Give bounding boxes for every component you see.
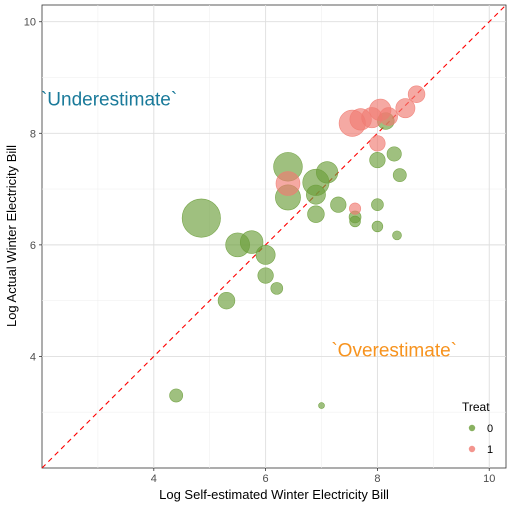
y-tick-label: 6 (30, 240, 36, 252)
data-point-treat-0 (349, 215, 361, 228)
y-tick-label: 8 (30, 128, 36, 140)
x-axis-ticks: 4 6 8 10 (151, 468, 495, 485)
data-point-treat-0 (318, 402, 325, 409)
data-point-treat-0 (371, 220, 384, 233)
legend-title: Treat (462, 400, 490, 414)
data-point-treat-1 (275, 171, 301, 196)
legend-label-0: 0 (487, 423, 493, 435)
legend-label-1: 1 (487, 444, 493, 456)
data-point-treat-0 (307, 205, 325, 223)
x-axis-title: Log Self-estimated Winter Electricity Bi… (159, 487, 389, 502)
data-point-treat-1 (395, 98, 416, 119)
y-axis-ticks: 4 6 8 10 (24, 17, 42, 363)
legend-swatch-1 (468, 445, 476, 453)
y-tick-label: 10 (24, 17, 36, 29)
data-point-treat-0 (371, 198, 384, 212)
data-point-treat-0 (239, 230, 264, 254)
reference-line-y-equals-x (41, 4, 507, 469)
x-tick-label: 8 (374, 473, 380, 485)
annotation-underestimate: `Underestimate` (41, 89, 177, 110)
data-point-treat-0 (257, 267, 274, 284)
data-point-treat-0 (255, 245, 276, 265)
y-tick-label: 4 (30, 351, 36, 363)
data-point-treat-1 (349, 202, 362, 215)
data-point-treat-0 (169, 388, 184, 403)
x-tick-label: 10 (483, 473, 495, 485)
data-point-treat-1 (369, 135, 386, 152)
data-point-treat-0 (181, 198, 221, 238)
data-points (169, 85, 426, 409)
y-axis-title: Log Actual Winter Electricity Bill (4, 145, 19, 327)
x-tick-label: 6 (263, 473, 269, 485)
major-gridlines (42, 5, 506, 468)
data-point-treat-0 (316, 161, 339, 184)
data-point-treat-0 (392, 230, 402, 241)
annotation-overestimate: `Overestimate` (331, 340, 457, 361)
data-point-treat-0 (392, 168, 407, 183)
data-point-treat-0 (386, 146, 402, 162)
data-point-treat-0 (330, 196, 347, 213)
data-point-treat-1 (361, 107, 383, 129)
data-point-treat-1 (379, 107, 398, 126)
data-point-treat-1 (407, 85, 426, 103)
legend-swatch-0 (468, 424, 476, 432)
data-point-treat-0 (306, 184, 326, 205)
legend: Treat 0 1 (462, 400, 493, 456)
data-point-treat-0 (369, 151, 386, 169)
x-tick-label: 4 (151, 473, 157, 485)
data-point-treat-0 (270, 282, 284, 295)
data-point-treat-0 (217, 291, 236, 310)
minor-gridlines (42, 5, 506, 468)
